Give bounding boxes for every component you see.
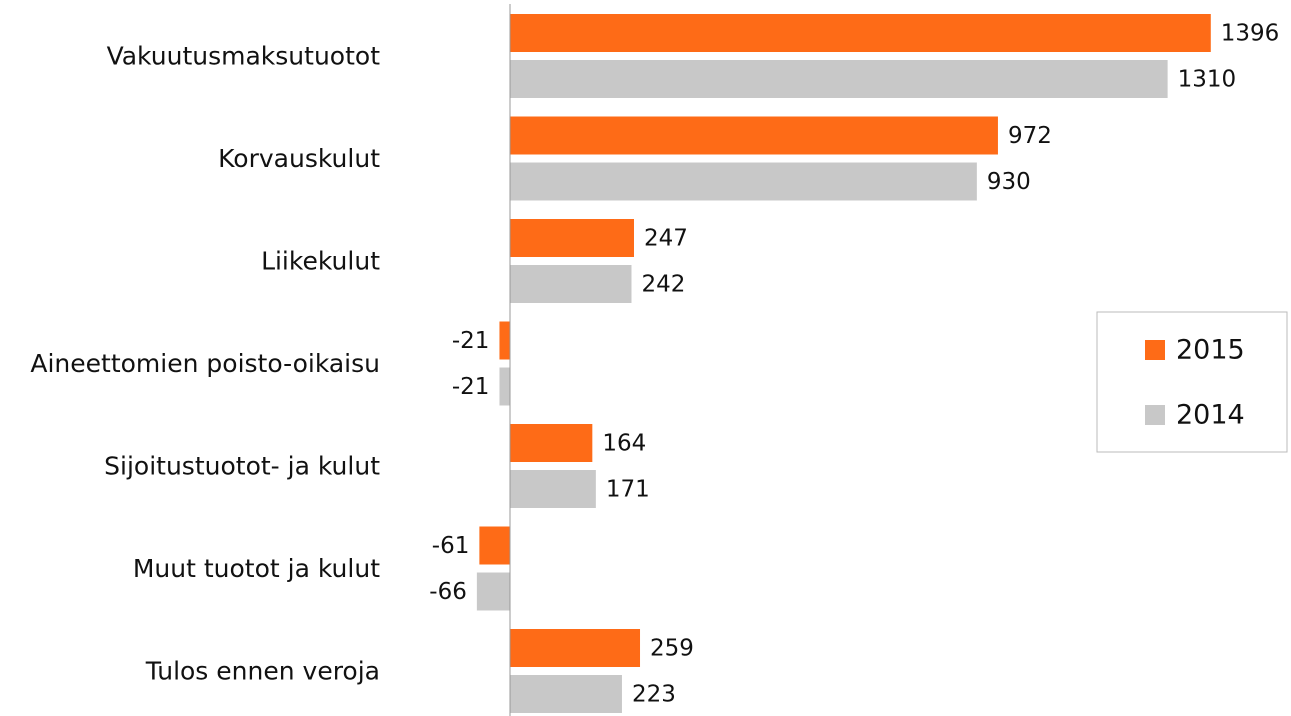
bar bbox=[510, 675, 622, 713]
category-label: Vakuutusmaksutuotot bbox=[107, 41, 381, 70]
category-label: Tulos ennen veroja bbox=[145, 656, 380, 685]
value-label: 1310 bbox=[1178, 67, 1237, 93]
bar bbox=[499, 367, 510, 406]
bar bbox=[479, 526, 510, 565]
bar bbox=[476, 572, 510, 611]
value-label: 259 bbox=[650, 636, 694, 662]
value-label: -21 bbox=[452, 328, 490, 354]
bar bbox=[510, 162, 977, 201]
category-label: Korvauskulut bbox=[218, 144, 380, 173]
bar bbox=[510, 116, 998, 155]
bar bbox=[510, 265, 632, 303]
bar bbox=[499, 321, 510, 360]
legend-swatch bbox=[1145, 405, 1165, 425]
legend-swatch bbox=[1145, 340, 1165, 360]
category-label: Liikekulut bbox=[261, 246, 380, 275]
bar bbox=[510, 60, 1168, 98]
bar bbox=[510, 14, 1211, 52]
value-label: 1396 bbox=[1221, 21, 1280, 47]
value-label: 171 bbox=[606, 477, 650, 503]
value-label: 930 bbox=[987, 169, 1031, 195]
value-label: 972 bbox=[1008, 123, 1052, 149]
bar bbox=[510, 629, 641, 667]
category-label: Muut tuotot ja kulut bbox=[133, 554, 380, 583]
category-label: Sijoitustuotot- ja kulut bbox=[104, 451, 380, 480]
legend-box bbox=[1096, 311, 1288, 453]
bar bbox=[510, 470, 596, 508]
bar bbox=[510, 424, 593, 462]
value-label: -21 bbox=[452, 374, 490, 400]
legend-label: 2015 bbox=[1176, 335, 1245, 366]
value-label: 242 bbox=[641, 272, 685, 298]
value-label: 247 bbox=[644, 226, 688, 252]
value-label: 223 bbox=[632, 682, 676, 708]
category-label: Aineettomien poisto-oikaisu bbox=[30, 349, 380, 378]
value-label: 164 bbox=[602, 431, 646, 457]
bar bbox=[510, 219, 634, 257]
legend-label: 2014 bbox=[1176, 400, 1245, 431]
value-label: -66 bbox=[429, 579, 467, 605]
value-label: -61 bbox=[432, 533, 470, 559]
